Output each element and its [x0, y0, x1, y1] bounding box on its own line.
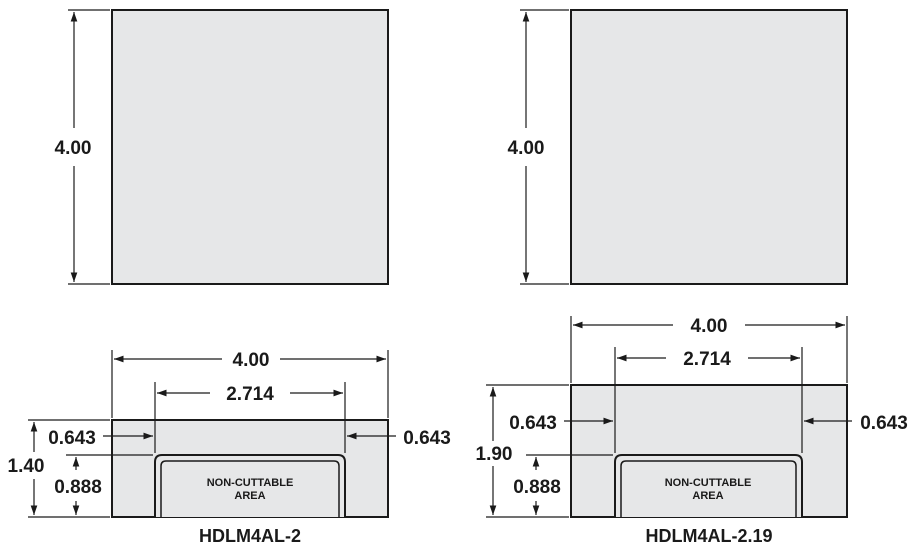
right-front-width-label: 4.00: [691, 316, 728, 337]
right-front-view: NON-CUTTABLE AREA 4.00 2.714 0.643 0.643…: [476, 316, 908, 518]
left-front-pocket-height-label: 0.888: [54, 477, 102, 498]
right-front-pocket-height-label: 0.888: [513, 477, 561, 498]
left-pocket-label-line2: AREA: [234, 490, 265, 502]
left-top-view-block: [111, 9, 389, 285]
right-top-height-label: 4.00: [508, 138, 545, 159]
right-front-inner-width-label: 2.714: [683, 349, 731, 370]
right-front-left-wall-label: 0.643: [509, 413, 557, 434]
right-top-view: 4.00: [508, 9, 848, 285]
left-front-width-label: 4.00: [233, 350, 270, 371]
left-pocket-label-line1: NON-CUTTABLE: [207, 477, 294, 489]
right-pocket-label-line2: AREA: [692, 490, 723, 502]
right-pocket-outer: [614, 454, 803, 517]
right-model-name: HDLM4AL-2.19: [645, 526, 772, 546]
right-top-view-block: [570, 9, 848, 285]
left-front-left-wall-label: 0.643: [48, 428, 96, 449]
left-front-total-height-label: 1.40: [8, 456, 45, 477]
left-front-inner-width-label: 2.714: [226, 384, 274, 405]
left-top-view: 4.00: [55, 9, 389, 285]
left-model-name: HDLM4AL-2: [199, 526, 301, 546]
left-front-right-wall-label: 0.643: [403, 428, 451, 449]
right-front-total-height-label: 1.90: [476, 444, 513, 465]
left-pocket-outer: [154, 454, 346, 517]
left-front-view: NON-CUTTABLE AREA 4.00 2.714 0.643 0.643…: [8, 350, 451, 518]
right-front-right-wall-label: 0.643: [860, 413, 908, 434]
left-top-height-label: 4.00: [55, 138, 92, 159]
right-pocket-label-line1: NON-CUTTABLE: [665, 477, 752, 489]
